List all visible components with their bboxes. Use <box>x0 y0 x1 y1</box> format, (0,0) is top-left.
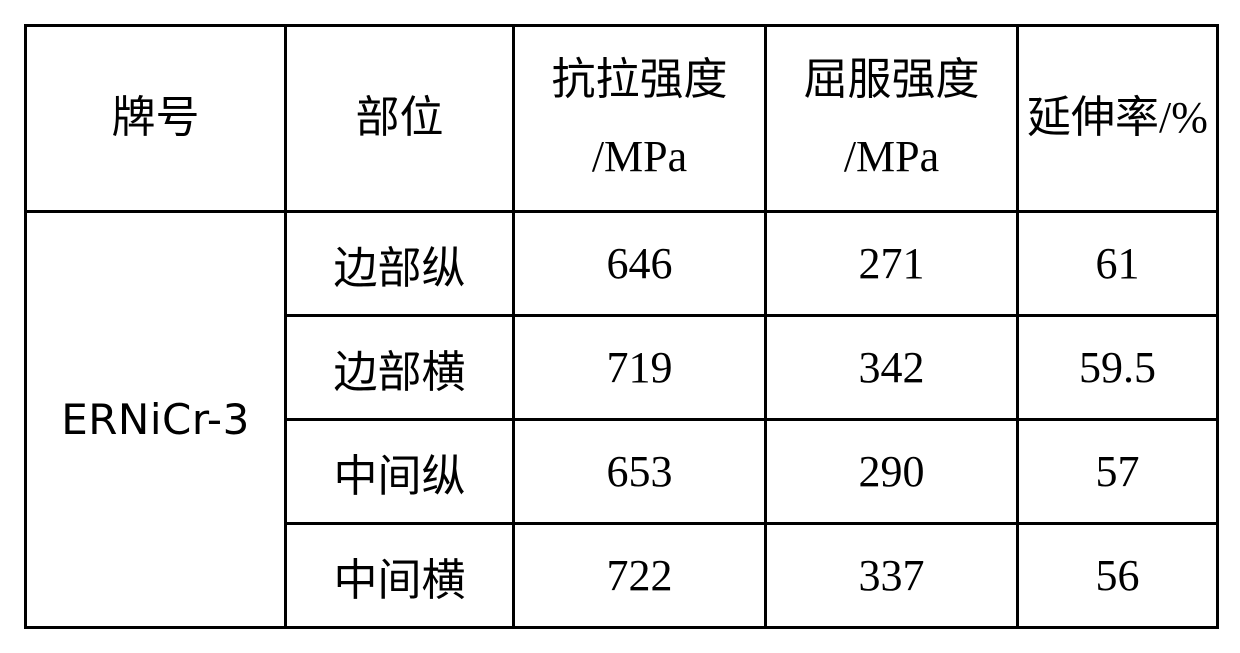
cell-yield-strength-value: 271 <box>859 239 925 288</box>
col-header-tensile-strength-label: 抗拉强度 /MPa <box>516 45 763 192</box>
cell-yield-strength-value: 290 <box>859 447 925 496</box>
col-header-grade: 牌号 <box>26 26 286 212</box>
cell-position-value: 边部纵 <box>334 244 466 293</box>
cell-tensile-strength: 653 <box>514 420 766 524</box>
col-header-grade-label: 牌号 <box>112 93 200 142</box>
cell-position: 边部纵 <box>286 212 514 316</box>
cell-position: 中间横 <box>286 524 514 628</box>
col-header-position-label: 部位 <box>356 93 444 142</box>
cell-tensile-strength: 722 <box>514 524 766 628</box>
cell-yield-strength: 342 <box>766 316 1018 420</box>
cell-tensile-strength-value: 646 <box>607 239 673 288</box>
cell-yield-strength-value: 337 <box>859 551 925 600</box>
cell-elongation: 57 <box>1018 420 1218 524</box>
cell-elongation: 61 <box>1018 212 1218 316</box>
cell-grade: ERNiCr-3 <box>26 212 286 628</box>
table-row: ERNiCr-3 边部纵 646 271 61 <box>26 212 1218 316</box>
table-header-row: 牌号 部位 抗拉强度 /MPa 屈服强度 /MPa <box>26 26 1218 212</box>
cell-tensile-strength-value: 722 <box>607 551 673 600</box>
cell-yield-strength: 290 <box>766 420 1018 524</box>
cell-elongation-value: 61 <box>1096 239 1140 288</box>
cell-elongation: 56 <box>1018 524 1218 628</box>
col-header-tensile-strength-line2: /MPa <box>516 122 763 192</box>
cell-position: 边部横 <box>286 316 514 420</box>
col-header-tensile-strength-line1: 抗拉强度 <box>516 45 763 115</box>
cell-position-value: 中间横 <box>334 556 466 605</box>
cell-elongation-value: 56 <box>1096 551 1140 600</box>
cell-yield-strength-value: 342 <box>859 343 925 392</box>
cell-elongation-value: 59.5 <box>1079 343 1156 392</box>
cell-yield-strength: 271 <box>766 212 1018 316</box>
cell-grade-value: ERNiCr-3 <box>61 395 250 444</box>
cell-position: 中间纵 <box>286 420 514 524</box>
cell-tensile-strength-value: 653 <box>607 447 673 496</box>
cell-tensile-strength: 719 <box>514 316 766 420</box>
cell-position-value: 中间纵 <box>334 452 466 501</box>
col-header-yield-strength-line1: 屈服强度 <box>768 45 1015 115</box>
cell-position-value: 边部横 <box>334 348 466 397</box>
col-header-tensile-strength: 抗拉强度 /MPa <box>514 26 766 212</box>
table-container: 牌号 部位 抗拉强度 /MPa 屈服强度 /MPa <box>0 0 1240 653</box>
cell-elongation-value: 57 <box>1096 447 1140 496</box>
col-header-yield-strength: 屈服强度 /MPa <box>766 26 1018 212</box>
material-properties-table: 牌号 部位 抗拉强度 /MPa 屈服强度 /MPa <box>24 24 1219 629</box>
col-header-elongation-label: 延伸率/% <box>1027 93 1208 142</box>
col-header-yield-strength-line2: /MPa <box>768 122 1015 192</box>
col-header-elongation: 延伸率/% <box>1018 26 1218 212</box>
col-header-yield-strength-label: 屈服强度 /MPa <box>768 45 1015 192</box>
col-header-position: 部位 <box>286 26 514 212</box>
cell-tensile-strength-value: 719 <box>607 343 673 392</box>
cell-tensile-strength: 646 <box>514 212 766 316</box>
cell-elongation: 59.5 <box>1018 316 1218 420</box>
cell-yield-strength: 337 <box>766 524 1018 628</box>
